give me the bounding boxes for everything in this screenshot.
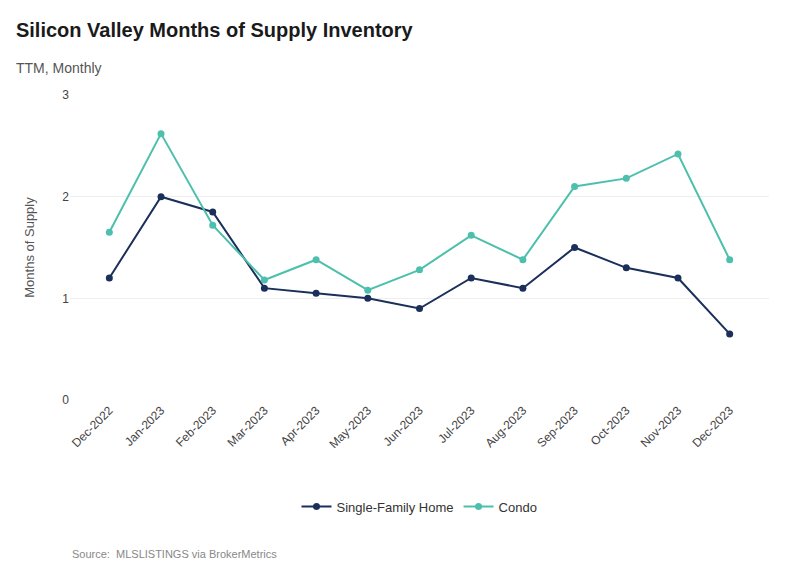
svg-text:1: 1: [62, 292, 69, 306]
svg-text:Mar-2023: Mar-2023: [225, 403, 271, 449]
svg-text:May-2023: May-2023: [327, 403, 375, 451]
svg-text:Apr-2023: Apr-2023: [278, 403, 323, 448]
svg-text:Jun-2023: Jun-2023: [381, 403, 427, 449]
svg-text:Oct-2023: Oct-2023: [588, 403, 633, 448]
svg-text:Aug-2023: Aug-2023: [483, 403, 530, 450]
svg-text:Sep-2023: Sep-2023: [534, 403, 581, 450]
svg-text:TTM, Monthly: TTM, Monthly: [16, 60, 102, 76]
svg-text:2: 2: [62, 190, 69, 204]
svg-text:Jul-2023: Jul-2023: [435, 403, 478, 446]
svg-text:Months of Supply: Months of Supply: [22, 197, 37, 298]
svg-text:Single-Family Home: Single-Family Home: [337, 500, 454, 515]
svg-text:Dec-2023: Dec-2023: [689, 403, 736, 450]
svg-text:Condo: Condo: [499, 500, 537, 515]
svg-text:Dec-2022: Dec-2022: [69, 403, 116, 450]
svg-text:Silicon Valley Months of Suppl: Silicon Valley Months of Supply Inventor…: [16, 19, 414, 41]
svg-text:Source: MLSLISTINGS via Broke: Source: MLSLISTINGS via BrokerMetrics: [72, 548, 277, 560]
svg-text:Nov-2023: Nov-2023: [638, 403, 685, 450]
svg-text:0: 0: [62, 393, 69, 407]
svg-text:Jan-2023: Jan-2023: [122, 403, 168, 449]
svg-text:Feb-2023: Feb-2023: [173, 403, 219, 449]
svg-text:3: 3: [62, 88, 69, 102]
